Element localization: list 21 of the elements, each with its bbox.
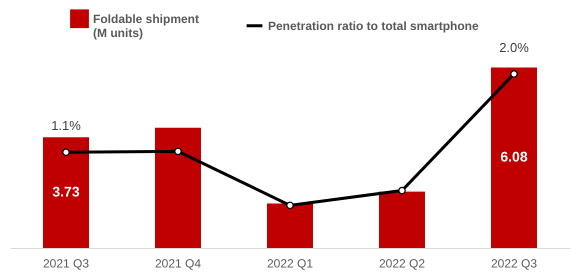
bar xyxy=(379,192,425,248)
legend-label: Penetration ratio to total smartphone xyxy=(268,18,480,33)
data-label: 3.73 xyxy=(52,184,80,200)
x-tick-label: 2022 Q1 xyxy=(266,256,314,270)
x-tick-label: 2022 Q3 xyxy=(490,256,538,270)
x-tick-label: 2021 Q4 xyxy=(154,256,202,270)
x-tick-label: 2021 Q3 xyxy=(42,256,90,270)
legend-label: Foldable shipment (M units) xyxy=(93,12,200,40)
point xyxy=(286,202,294,210)
point xyxy=(398,186,406,194)
point xyxy=(62,148,70,156)
data-label: 1.1% xyxy=(51,118,82,134)
bar xyxy=(155,128,201,248)
bar xyxy=(491,67,537,248)
point xyxy=(510,70,518,78)
bar xyxy=(43,137,89,248)
point xyxy=(174,148,182,156)
data-label: 2.0% xyxy=(499,40,530,55)
data-label: 6.08 xyxy=(500,148,528,165)
bar xyxy=(267,203,313,248)
x-tick-label: 2022 Q2 xyxy=(378,256,426,270)
